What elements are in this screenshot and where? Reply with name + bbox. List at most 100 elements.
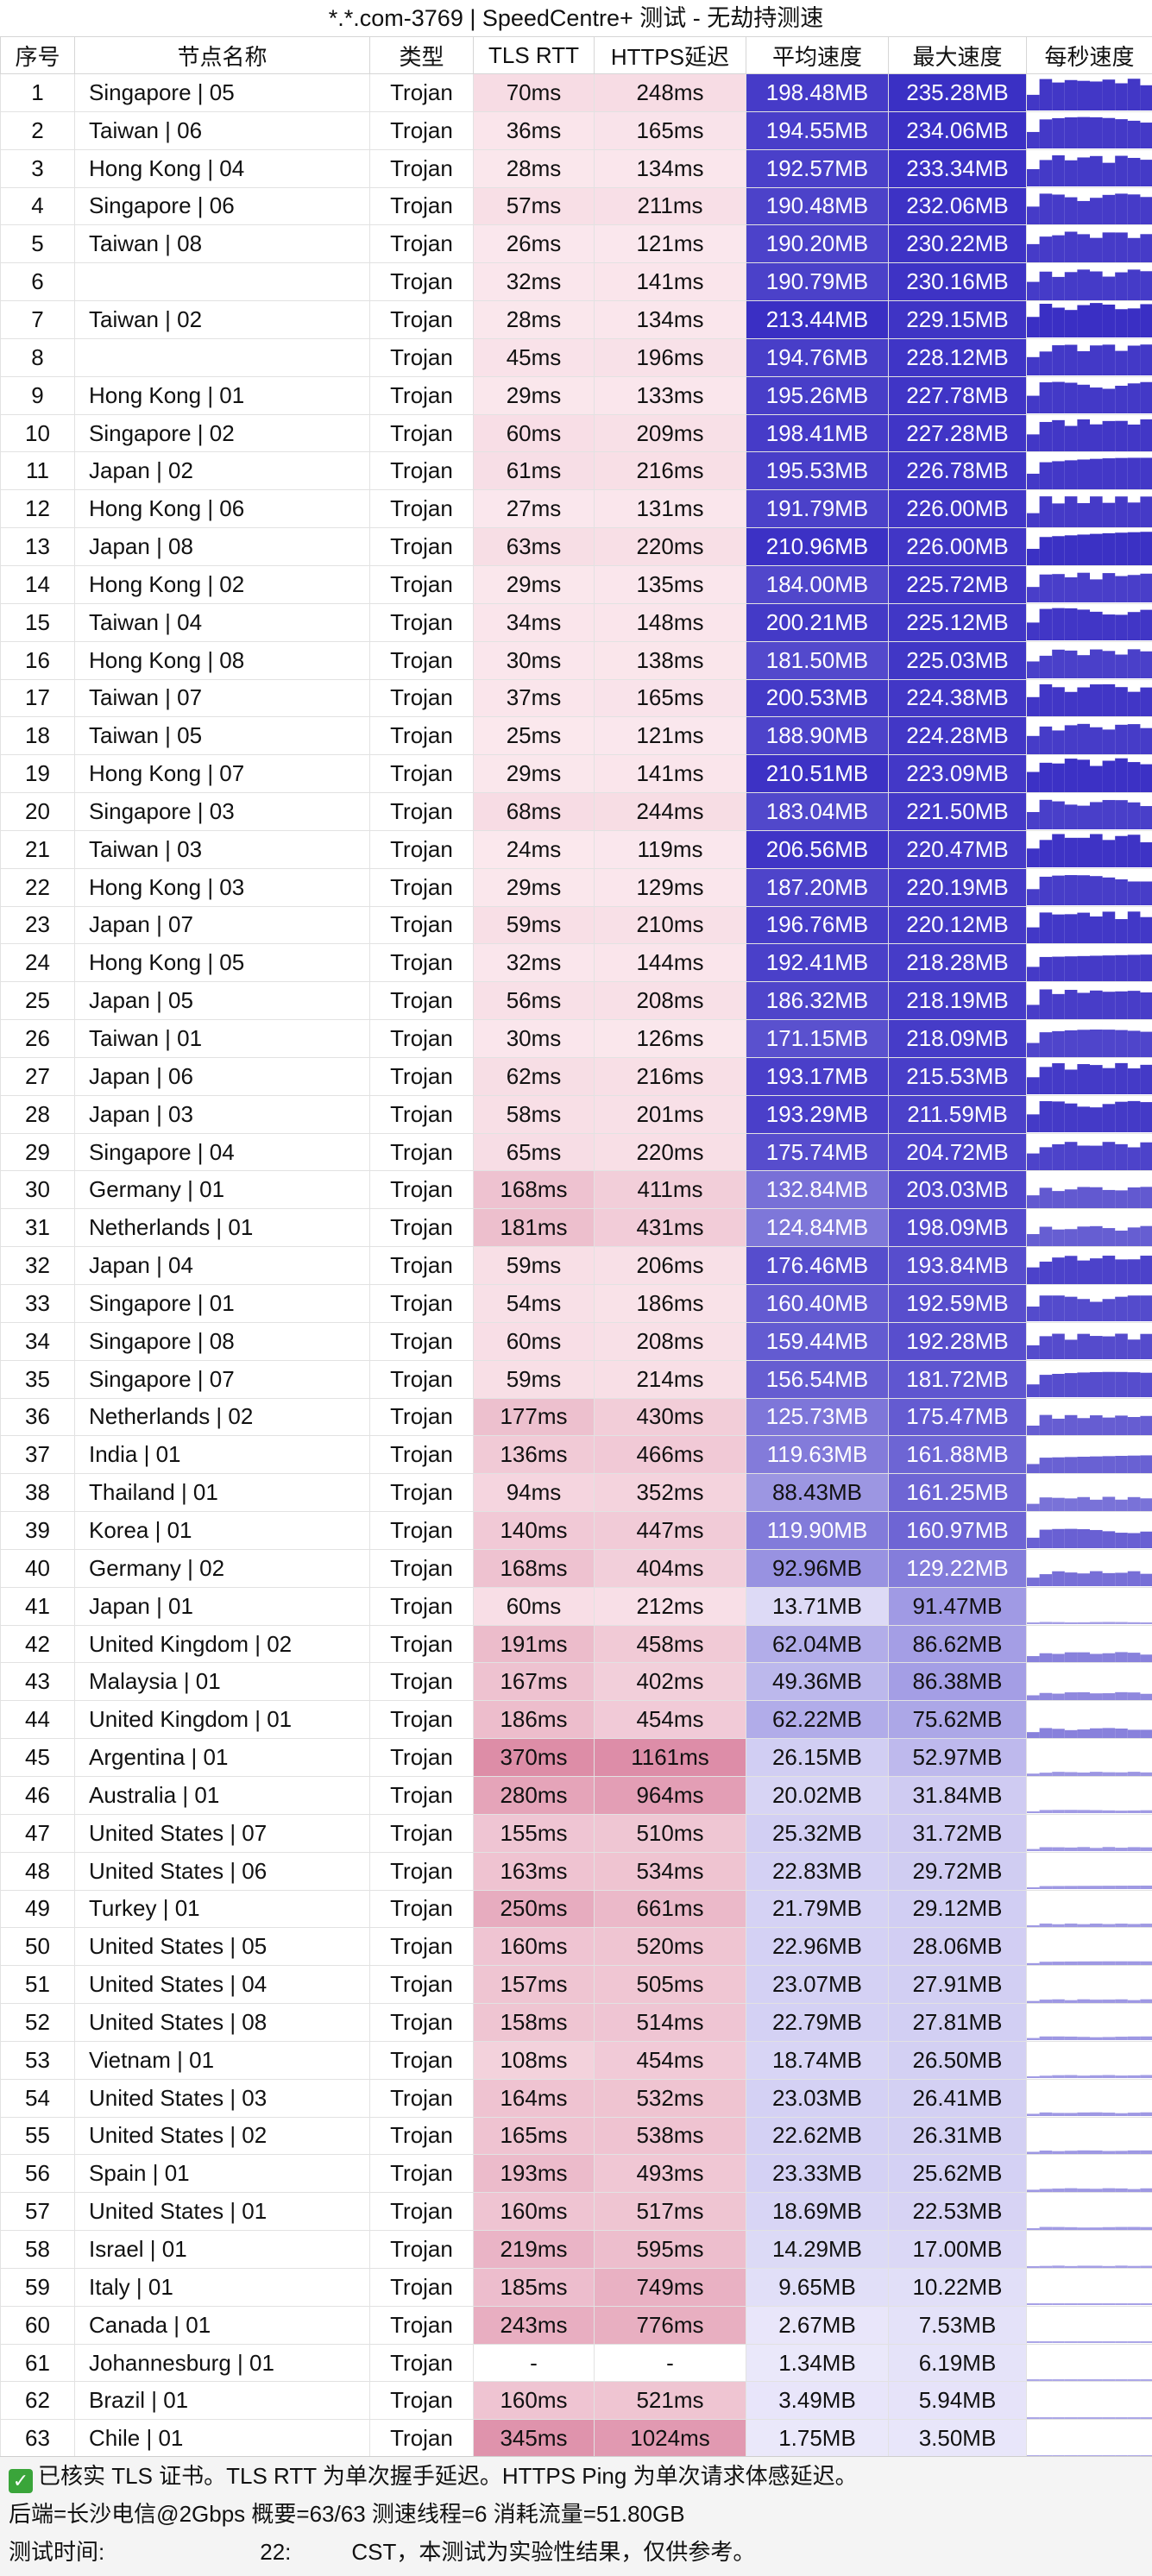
sparkline-bar — [1040, 1187, 1053, 1208]
header-avg-speed[interactable]: 平均速度 — [746, 37, 889, 74]
cell-per-second-speed — [1027, 187, 1152, 225]
cell-tls-rtt: 32ms — [474, 944, 595, 982]
header-per-second-speed[interactable]: 每秒速度 — [1027, 37, 1152, 74]
sparkline-bar — [1077, 1848, 1090, 1852]
cell-max-speed: 223.09MB — [889, 755, 1027, 793]
cell-avg-speed: 13.71MB — [746, 1587, 889, 1625]
cell-avg-speed: 2.67MB — [746, 2306, 889, 2344]
sparkline-bar — [1128, 1227, 1141, 1246]
header-max-speed[interactable]: 最大速度 — [889, 37, 1027, 74]
sparkline-bar — [1052, 2417, 1065, 2419]
sparkline-bar — [1090, 1693, 1103, 1700]
header-node-name[interactable]: 节点名称 — [75, 37, 370, 74]
cell-per-second-speed — [1027, 1247, 1152, 1285]
sparkline-bar — [1140, 457, 1152, 489]
sparkline-bar — [1140, 1924, 1152, 1927]
cell-index: 35 — [1, 1360, 75, 1398]
cell-type: Trojan — [370, 982, 474, 1020]
header-https-latency[interactable]: HTTPS延迟 — [595, 37, 746, 74]
sparkline-bar — [1115, 458, 1128, 489]
header-tls-rtt[interactable]: TLS RTT — [474, 37, 595, 74]
header-type[interactable]: 类型 — [370, 37, 474, 74]
sparkline-bar — [1090, 1962, 1103, 1965]
cell-max-speed: 5.94MB — [889, 2382, 1027, 2420]
cell-node-name: Japan | 04 — [75, 1247, 370, 1285]
sparkline-bar — [1040, 1296, 1053, 1322]
sparkline-bar — [1065, 1373, 1078, 1397]
sparkline-bar — [1115, 2265, 1128, 2268]
sparkline-bar — [1027, 1345, 1040, 1359]
sparkline-bar — [1128, 79, 1141, 111]
sparkline-bar — [1065, 272, 1078, 300]
cell-tls-rtt: 62ms — [474, 1057, 595, 1095]
header-index[interactable]: 序号 — [1, 37, 75, 74]
cell-tls-rtt: 158ms — [474, 2004, 595, 2042]
sparkline-bar — [1040, 422, 1053, 451]
sparkline-bar — [1103, 345, 1116, 376]
